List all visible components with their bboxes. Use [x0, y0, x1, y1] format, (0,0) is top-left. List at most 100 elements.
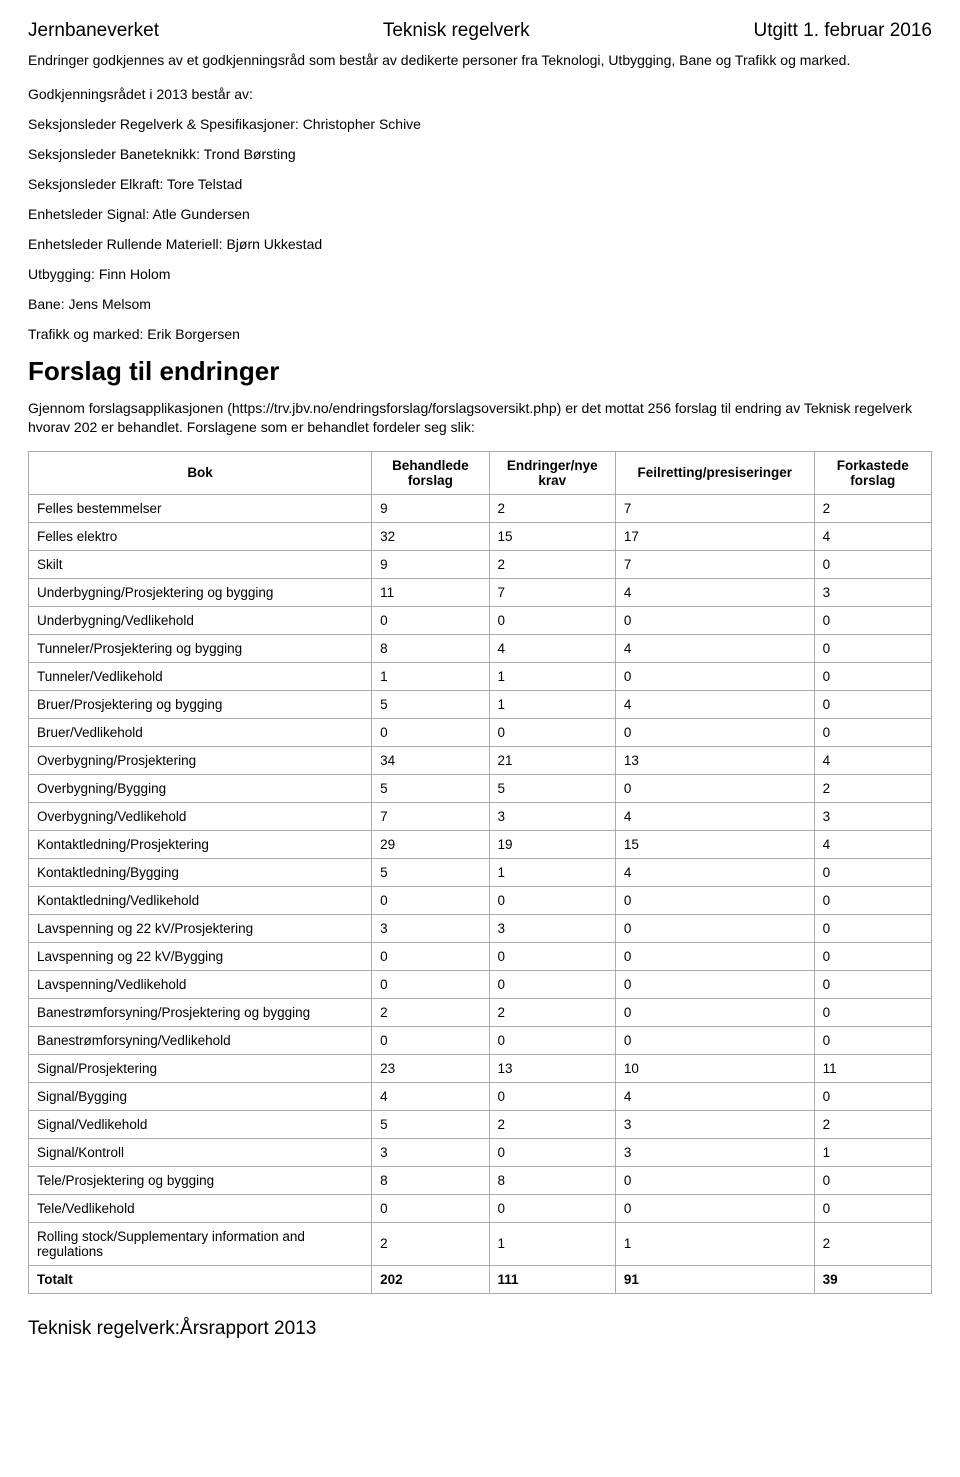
col-feilretting: Feilretting/presiseringer: [615, 451, 814, 494]
table-cell: 4: [615, 690, 814, 718]
table-cell: 19: [489, 830, 615, 858]
table-cell: Lavspenning og 22 kV/Prosjektering: [29, 914, 372, 942]
table-cell: 0: [814, 550, 931, 578]
table-row: Tunneler/Prosjektering og bygging8440: [29, 634, 932, 662]
council-member: Utbygging: Finn Holom: [28, 266, 932, 282]
table-cell: 3: [372, 1138, 489, 1166]
table-row: Lavspenning og 22 kV/Bygging0000: [29, 942, 932, 970]
table-cell: 0: [814, 914, 931, 942]
table-cell: 0: [615, 606, 814, 634]
table-cell: 0: [814, 690, 931, 718]
table-cell: 1: [489, 1222, 615, 1265]
table-cell: 0: [372, 886, 489, 914]
table-cell: Banestrømforsyning/Vedlikehold: [29, 1026, 372, 1054]
table-cell: Underbygning/Prosjektering og bygging: [29, 578, 372, 606]
table-cell: 0: [489, 1138, 615, 1166]
table-cell: Overbygning/Bygging: [29, 774, 372, 802]
table-row: Banestrømforsyning/Prosjektering og bygg…: [29, 998, 932, 1026]
table-row: Tunneler/Vedlikehold1100: [29, 662, 932, 690]
table-cell: 0: [814, 1026, 931, 1054]
table-cell: 0: [814, 942, 931, 970]
table-cell: 15: [615, 830, 814, 858]
table-cell: Overbygning/Vedlikehold: [29, 802, 372, 830]
table-cell: 0: [489, 1026, 615, 1054]
table-cell: 4: [615, 1082, 814, 1110]
council-member: Enhetsleder Signal: Atle Gundersen: [28, 206, 932, 222]
table-cell: Tunneler/Vedlikehold: [29, 662, 372, 690]
table-cell: 21: [489, 746, 615, 774]
table-row: Lavspenning/Vedlikehold0000: [29, 970, 932, 998]
table-cell: 5: [372, 1110, 489, 1138]
table-cell: 4: [814, 830, 931, 858]
table-cell: 2: [814, 494, 931, 522]
table-row: Skilt9270: [29, 550, 932, 578]
council-intro: Godkjenningsrådet i 2013 består av:: [28, 86, 932, 102]
table-cell: 91: [615, 1265, 814, 1293]
table-cell: Underbygning/Vedlikehold: [29, 606, 372, 634]
table-cell: Lavspenning og 22 kV/Bygging: [29, 942, 372, 970]
table-row: Underbygning/Vedlikehold0000: [29, 606, 932, 634]
table-row: Signal/Vedlikehold5232: [29, 1110, 932, 1138]
table-row: Signal/Bygging4040: [29, 1082, 932, 1110]
table-cell: 4: [615, 634, 814, 662]
table-row: Kontaktledning/Vedlikehold0000: [29, 886, 932, 914]
table-cell: Signal/Kontroll: [29, 1138, 372, 1166]
section-title: Forslag til endringer: [28, 356, 932, 387]
table-cell: 0: [489, 606, 615, 634]
table-body: Felles bestemmelser9272Felles elektro321…: [29, 494, 932, 1293]
table-cell: 4: [615, 858, 814, 886]
council-member: Enhetsleder Rullende Materiell: Bjørn Uk…: [28, 236, 932, 252]
table-row: Rolling stock/Supplementary information …: [29, 1222, 932, 1265]
table-row: Overbygning/Vedlikehold7343: [29, 802, 932, 830]
table-cell: 3: [615, 1110, 814, 1138]
table-cell: 0: [814, 634, 931, 662]
council-member: Seksjonsleder Elkraft: Tore Telstad: [28, 176, 932, 192]
table-cell: 7: [615, 494, 814, 522]
table-cell: 4: [372, 1082, 489, 1110]
table-cell: 0: [814, 998, 931, 1026]
table-cell: Signal/Prosjektering: [29, 1054, 372, 1082]
table-cell: 11: [814, 1054, 931, 1082]
table-cell: 0: [615, 970, 814, 998]
table-cell: 7: [372, 802, 489, 830]
table-cell: 0: [372, 1026, 489, 1054]
table-cell: 2: [489, 550, 615, 578]
table-cell: 0: [372, 970, 489, 998]
table-cell: 1: [814, 1138, 931, 1166]
table-cell: 0: [814, 606, 931, 634]
table-cell: 0: [814, 1194, 931, 1222]
table-cell: 2: [814, 774, 931, 802]
table-row: Totalt2021119139: [29, 1265, 932, 1293]
table-cell: 3: [814, 802, 931, 830]
table-cell: Kontaktledning/Vedlikehold: [29, 886, 372, 914]
table-cell: 0: [814, 858, 931, 886]
table-cell: 8: [489, 1166, 615, 1194]
col-bok: Bok: [29, 451, 372, 494]
table-cell: 0: [615, 1194, 814, 1222]
table-cell: Signal/Bygging: [29, 1082, 372, 1110]
table-cell: 13: [489, 1054, 615, 1082]
table-cell: 3: [489, 802, 615, 830]
table-cell: 0: [615, 1166, 814, 1194]
table-row: Tele/Vedlikehold0000: [29, 1194, 932, 1222]
table-cell: 0: [372, 718, 489, 746]
col-forkastede: Forkastede forslag: [814, 451, 931, 494]
table-cell: 0: [372, 1194, 489, 1222]
table-cell: Bruer/Vedlikehold: [29, 718, 372, 746]
table-cell: 2: [489, 998, 615, 1026]
intro-paragraph: Endringer godkjennes av et godkjenningsr…: [28, 52, 932, 68]
table-row: Kontaktledning/Prosjektering2919154: [29, 830, 932, 858]
table-cell: 23: [372, 1054, 489, 1082]
table-cell: 3: [372, 914, 489, 942]
table-cell: Bruer/Prosjektering og bygging: [29, 690, 372, 718]
table-cell: 10: [615, 1054, 814, 1082]
council-member: Seksjonsleder Regelverk & Spesifikasjone…: [28, 116, 932, 132]
table-cell: 15: [489, 522, 615, 550]
table-cell: 2: [372, 1222, 489, 1265]
table-cell: 2: [489, 494, 615, 522]
council-list: Seksjonsleder Regelverk & Spesifikasjone…: [28, 116, 932, 342]
table-cell: Lavspenning/Vedlikehold: [29, 970, 372, 998]
table-cell: Totalt: [29, 1265, 372, 1293]
table-row: Felles bestemmelser9272: [29, 494, 932, 522]
table-row: Signal/Prosjektering23131011: [29, 1054, 932, 1082]
